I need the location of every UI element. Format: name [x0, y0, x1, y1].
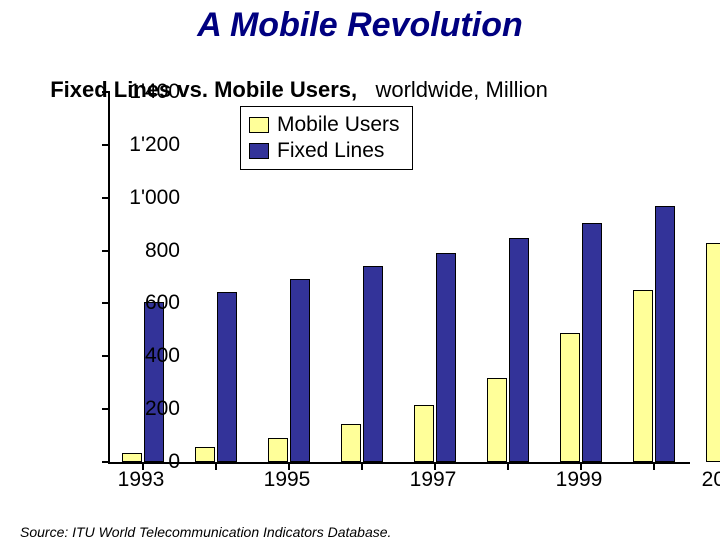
- y-axis-label: 200: [145, 397, 180, 421]
- legend-item: Fixed Lines: [249, 139, 400, 163]
- plot-area: Mobile UsersFixed Lines: [108, 92, 690, 464]
- bar-mobile-users: [414, 405, 434, 462]
- y-axis-label: 400: [145, 344, 180, 368]
- y-tick: [102, 91, 110, 93]
- legend-label: Mobile Users: [277, 113, 400, 137]
- bar-fixed-lines: [509, 238, 529, 462]
- bar-fixed-lines: [290, 279, 310, 462]
- bar-mobile-users: [195, 447, 215, 462]
- y-tick: [102, 144, 110, 146]
- y-tick: [102, 250, 110, 252]
- y-tick: [102, 355, 110, 357]
- bar-fixed-lines: [582, 223, 602, 462]
- bar-mobile-users: [341, 424, 361, 462]
- y-axis-label: 1'400: [129, 80, 180, 104]
- y-tick: [102, 197, 110, 199]
- legend-item: Mobile Users: [249, 113, 400, 137]
- x-axis-label: 1997: [410, 468, 457, 538]
- bar-mobile-users: [560, 333, 580, 463]
- y-axis-label: 1'000: [129, 186, 180, 210]
- legend-swatch: [249, 143, 269, 159]
- y-tick: [102, 408, 110, 410]
- x-axis-label: 2001: [702, 468, 720, 538]
- legend-swatch: [249, 117, 269, 133]
- bar-mobile-users: [706, 243, 720, 462]
- x-tick: [361, 462, 363, 470]
- bar-mobile-users: [122, 453, 142, 462]
- y-axis-label: 0: [168, 450, 180, 474]
- y-tick: [102, 461, 110, 463]
- y-axis-label: 600: [145, 291, 180, 315]
- bar-fixed-lines: [217, 292, 237, 462]
- bar-fixed-lines: [363, 266, 383, 462]
- x-axis-label: 1999: [556, 468, 603, 538]
- chart-container: Mobile UsersFixed Lines 0 200 400 600 800 1'0…: [38, 86, 698, 506]
- bar-mobile-users: [268, 438, 288, 462]
- bar-fixed-lines: [655, 206, 675, 462]
- bar-mobile-users: [633, 290, 653, 462]
- x-tick: [507, 462, 509, 470]
- y-tick: [102, 302, 110, 304]
- bar-fixed-lines: [436, 253, 456, 462]
- source-caption: Source: ITU World Telecommunication Indi…: [20, 524, 391, 540]
- x-tick: [653, 462, 655, 470]
- bar-mobile-users: [487, 378, 507, 462]
- x-tick: [215, 462, 217, 470]
- y-axis-label: 1'200: [129, 133, 180, 157]
- y-axis-label: 800: [145, 239, 180, 263]
- legend-label: Fixed Lines: [277, 139, 384, 163]
- bar-fixed-lines: [144, 302, 164, 462]
- page-title: A Mobile Revolution: [0, 6, 720, 45]
- legend: Mobile UsersFixed Lines: [240, 106, 413, 170]
